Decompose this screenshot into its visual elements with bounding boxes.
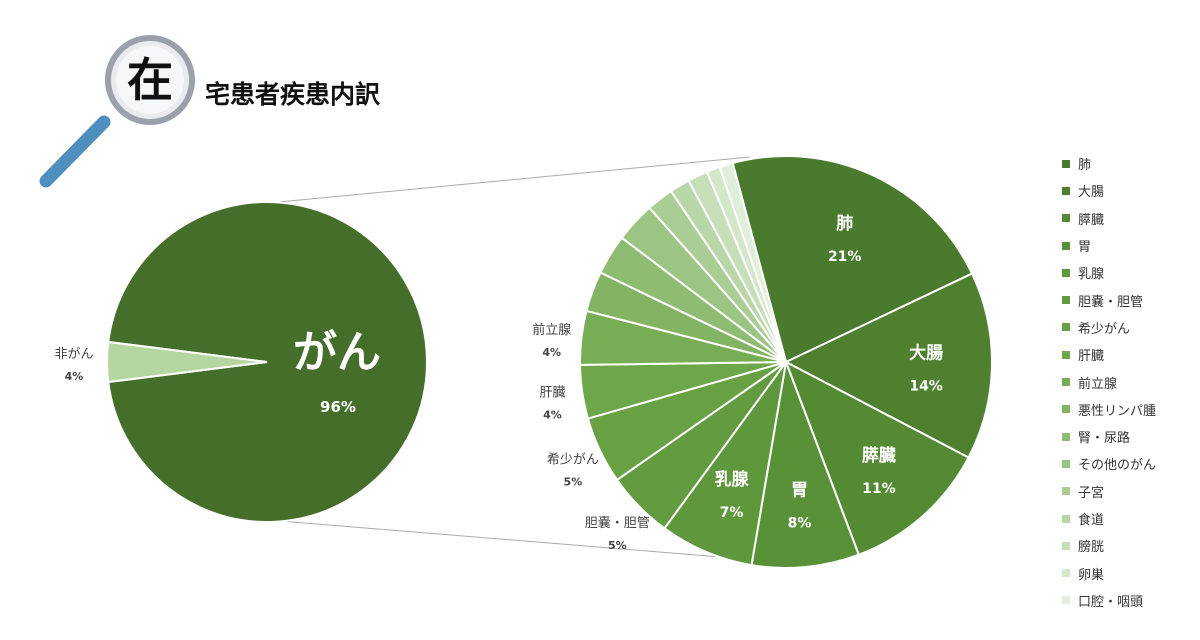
legend-label: 胆嚢・胆管 [1078, 294, 1144, 310]
legend-swatch [1062, 350, 1070, 359]
legend-item: 大腸 [1062, 177, 1156, 204]
slice-label-1: 肺 [836, 214, 853, 234]
legend-swatch [1062, 459, 1070, 468]
slice-label-non-cancer: 非がん [54, 347, 93, 362]
legend-item: 腎・尿路 [1062, 423, 1156, 450]
legend: 肺大腸膵臓胃乳腺胆嚢・胆管希少がん肝臓前立腺悪性リンパ腫 腎・尿路その他のがん 子宮… [1062, 150, 1156, 614]
slice-label-7: 希少がん [547, 452, 599, 467]
legend-item: 肺 [1062, 150, 1156, 177]
page-title: 宅患者疾患内訳 [205, 80, 381, 109]
legend-label: 肝臓 [1078, 349, 1105, 365]
pie-slice-1 [731, 155, 974, 364]
legend-label: 悪性リンパ腫 [1078, 403, 1157, 419]
slice-label-5: 乳腺 [715, 469, 750, 490]
legend-item: 肝臓 [1062, 341, 1156, 368]
legend-label: その他のがん [1078, 458, 1157, 474]
legend-swatch [1062, 487, 1070, 496]
legend-label: 肺 [1078, 158, 1092, 174]
legend-label: 大腸 [1078, 185, 1105, 201]
legend-label: 膀胱 [1078, 540, 1105, 556]
slice-label-cancer: がん [293, 327, 381, 378]
legend-item: 悪性リンパ腫 [1062, 396, 1156, 423]
slice-label-3: 膵臓 [862, 445, 896, 466]
legend-item: 膵臓 [1062, 205, 1156, 232]
slice-value-cancer: 96% [320, 398, 356, 416]
slice-label-8: 肝臓 [539, 385, 565, 400]
legend-item: 希少がん [1062, 314, 1156, 341]
legend-swatch [1062, 596, 1070, 605]
slice-value-4: 8% [788, 515, 812, 531]
legend-item: 卵巣 [1062, 559, 1156, 586]
legend-label: 膵臓 [1078, 212, 1105, 228]
slice-label-6: 胆嚢・胆管 [585, 515, 650, 531]
slice-value-2: 14% [909, 379, 943, 395]
legend-label: 子宮 [1078, 485, 1105, 501]
legend-swatch [1062, 405, 1070, 414]
legend-item: 胃 [1062, 232, 1156, 259]
magnifier-icon: 在 [39, 35, 195, 188]
legend-swatch [1062, 214, 1070, 223]
legend-label: 卵巣 [1078, 567, 1105, 583]
legend-label: 希少がん [1078, 321, 1131, 337]
legend-label: 乳腺 [1078, 267, 1105, 283]
slice-value-non-cancer: 4% [65, 370, 84, 383]
legend-swatch [1062, 268, 1070, 277]
slice-label-2: 大腸 [909, 343, 943, 364]
legend-label: 前立腺 [1078, 376, 1118, 392]
slice-value-7: 5% [564, 475, 583, 488]
legend-swatch [1062, 296, 1070, 305]
legend-swatch [1062, 569, 1070, 578]
pie-slice-4 [750, 358, 861, 569]
legend-swatch [1062, 514, 1070, 523]
legend-label: 胃 [1078, 240, 1092, 256]
legend-item: その他のがん [1062, 450, 1156, 477]
legend-item: 胆嚢・胆管 [1062, 286, 1156, 313]
slice-value-9: 4% [542, 346, 561, 359]
legend-label: 口腔・咽頭 [1078, 594, 1144, 610]
legend-label: 腎・尿路 [1078, 431, 1131, 447]
pie-slice-non-cancer [105, 340, 268, 384]
connector-line-top [267, 156, 751, 204]
legend-swatch [1062, 186, 1070, 195]
overview-pie [105, 201, 428, 523]
legend-item: 子宮 [1062, 478, 1156, 505]
legend-item: 乳腺 [1062, 259, 1156, 286]
legend-swatch [1062, 159, 1070, 168]
overview-pie-labels: がん 96% 非がん 4% [54, 327, 381, 416]
legend-label: 食道 [1078, 513, 1105, 528]
legend-swatch [1062, 323, 1070, 332]
pie-slice-2 [783, 272, 993, 459]
pie-slice-17 [718, 161, 787, 363]
slice-label-4: 胃 [791, 480, 808, 500]
slice-value-8: 4% [543, 408, 562, 421]
slice-value-1: 21% [828, 249, 862, 265]
slice-value-3: 11% [862, 481, 896, 497]
cancer-breakdown-pie [579, 155, 993, 569]
connector-line-bottom [267, 519, 734, 559]
slice-label-9: 前立腺 [532, 322, 571, 338]
legend-item: 食道 [1062, 505, 1156, 532]
slice-value-6: 5% [608, 539, 627, 552]
legend-swatch [1062, 541, 1070, 550]
legend-swatch [1062, 378, 1070, 387]
legend-item: 膀胱 [1062, 532, 1156, 559]
slice-value-5: 7% [720, 505, 744, 521]
title-badge-char: 在 [127, 53, 173, 107]
legend-item: 前立腺 [1062, 368, 1156, 395]
pie-slice-cancer [107, 201, 428, 523]
pie-slice-3 [784, 359, 970, 557]
legend-swatch [1062, 241, 1070, 250]
legend-swatch [1062, 432, 1070, 441]
legend-item: 口腔・咽頭 [1062, 587, 1156, 614]
cancer-breakdown-labels: 肺 21% 大腸 14% 膵臓 11% 胃 8% 乳腺 7% 胆嚢・胆管 5% 希少がん 5% 肝臓 4% 前立… [532, 214, 943, 552]
